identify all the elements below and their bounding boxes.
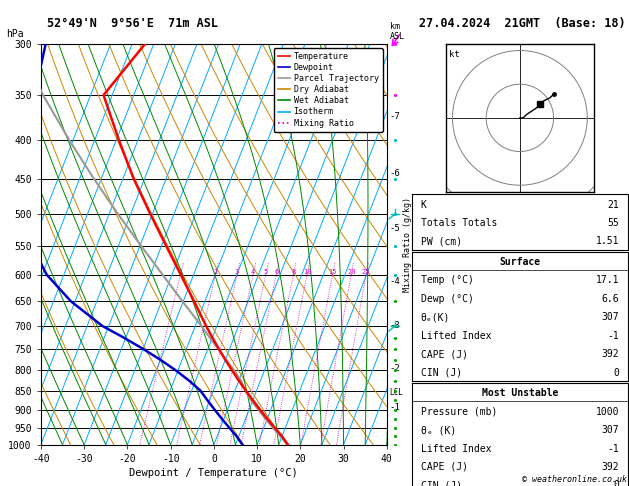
Text: 0: 0 bbox=[613, 368, 619, 378]
Text: -1: -1 bbox=[608, 331, 619, 341]
Text: 1.51: 1.51 bbox=[596, 237, 619, 246]
Text: θₑ(K): θₑ(K) bbox=[421, 312, 450, 322]
Text: CIN (J): CIN (J) bbox=[421, 481, 462, 486]
Text: -6: -6 bbox=[389, 169, 400, 178]
Text: CAPE (J): CAPE (J) bbox=[421, 349, 467, 359]
Text: θₑ (K): θₑ (K) bbox=[421, 425, 456, 435]
X-axis label: Dewpoint / Temperature (°C): Dewpoint / Temperature (°C) bbox=[130, 468, 298, 478]
Text: kt: kt bbox=[449, 51, 460, 59]
Text: 6.6: 6.6 bbox=[601, 294, 619, 304]
Text: 307: 307 bbox=[601, 425, 619, 435]
Text: Lifted Index: Lifted Index bbox=[421, 331, 491, 341]
Text: 1: 1 bbox=[178, 269, 182, 275]
Text: 10: 10 bbox=[303, 269, 311, 275]
Text: -3: -3 bbox=[389, 321, 400, 330]
Text: 4: 4 bbox=[251, 269, 255, 275]
Text: 20: 20 bbox=[347, 269, 355, 275]
Text: -5: -5 bbox=[389, 225, 400, 233]
Text: © weatheronline.co.uk: © weatheronline.co.uk bbox=[522, 474, 627, 484]
Text: 55: 55 bbox=[608, 218, 619, 228]
Text: Most Unstable: Most Unstable bbox=[482, 388, 558, 398]
Text: Dewp (°C): Dewp (°C) bbox=[421, 294, 474, 304]
Text: 392: 392 bbox=[601, 462, 619, 472]
Text: 25: 25 bbox=[362, 269, 370, 275]
Text: 3: 3 bbox=[235, 269, 239, 275]
Text: 15: 15 bbox=[328, 269, 337, 275]
Text: Surface: Surface bbox=[499, 257, 540, 267]
Text: Lifted Index: Lifted Index bbox=[421, 444, 491, 453]
Text: 52°49'N  9°56'E  71m ASL: 52°49'N 9°56'E 71m ASL bbox=[47, 17, 218, 30]
Text: 307: 307 bbox=[601, 312, 619, 322]
Text: -2: -2 bbox=[389, 364, 400, 373]
Text: K: K bbox=[421, 200, 426, 209]
Text: 2: 2 bbox=[213, 269, 218, 275]
Text: km
ASL: km ASL bbox=[390, 22, 405, 41]
Text: 392: 392 bbox=[601, 349, 619, 359]
Text: 5: 5 bbox=[264, 269, 268, 275]
Text: 21: 21 bbox=[608, 200, 619, 209]
Text: Mixing Ratio (g/kg): Mixing Ratio (g/kg) bbox=[403, 197, 412, 292]
Text: Pressure (mb): Pressure (mb) bbox=[421, 407, 497, 417]
Legend: Temperature, Dewpoint, Parcel Trajectory, Dry Adiabat, Wet Adiabat, Isotherm, Mi: Temperature, Dewpoint, Parcel Trajectory… bbox=[274, 48, 382, 132]
Text: 17.1: 17.1 bbox=[596, 276, 619, 285]
Text: Temp (°C): Temp (°C) bbox=[421, 276, 474, 285]
Text: CAPE (J): CAPE (J) bbox=[421, 462, 467, 472]
Text: -4: -4 bbox=[389, 277, 400, 286]
Text: -1: -1 bbox=[608, 444, 619, 453]
Text: PW (cm): PW (cm) bbox=[421, 237, 462, 246]
Text: CIN (J): CIN (J) bbox=[421, 368, 462, 378]
Text: 8: 8 bbox=[291, 269, 296, 275]
Text: Totals Totals: Totals Totals bbox=[421, 218, 497, 228]
Text: 0: 0 bbox=[613, 481, 619, 486]
Text: LCL: LCL bbox=[389, 388, 403, 397]
Text: -7: -7 bbox=[389, 112, 400, 121]
Text: hPa: hPa bbox=[6, 29, 24, 39]
Text: 1000: 1000 bbox=[596, 407, 619, 417]
Text: -1: -1 bbox=[389, 403, 400, 412]
Text: 27.04.2024  21GMT  (Base: 18): 27.04.2024 21GMT (Base: 18) bbox=[420, 17, 626, 30]
Text: 6: 6 bbox=[274, 269, 279, 275]
